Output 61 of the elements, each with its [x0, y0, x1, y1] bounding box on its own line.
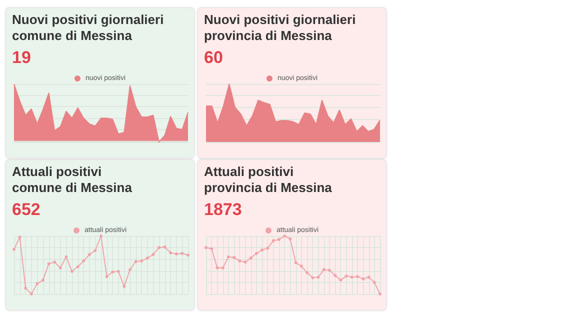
point [372, 280, 376, 284]
point [58, 266, 62, 270]
point [244, 260, 247, 264]
point [94, 249, 97, 252]
point [350, 276, 354, 279]
point [356, 275, 360, 278]
point [249, 256, 252, 260]
point [339, 278, 342, 282]
point [53, 260, 56, 264]
point [186, 254, 190, 257]
point [30, 292, 33, 296]
point [24, 286, 28, 290]
point [260, 248, 264, 252]
point [328, 268, 331, 272]
point [163, 246, 166, 249]
point [210, 247, 214, 250]
point [322, 268, 326, 272]
chart-subtitle: 1873 [204, 200, 242, 220]
point [238, 259, 242, 262]
point [300, 264, 303, 268]
point [221, 266, 224, 270]
point [362, 277, 365, 280]
chart-title: Nuovi positivi giornalieri provincia di Messina [204, 12, 356, 44]
chart-subtitle: 19 [12, 48, 31, 68]
point [64, 255, 68, 258]
point [180, 252, 184, 255]
point [12, 248, 16, 251]
point [204, 246, 208, 250]
point [88, 253, 91, 256]
point [42, 278, 44, 282]
chart-subtitle: 60 [204, 48, 223, 68]
point [18, 236, 22, 239]
point [122, 284, 126, 288]
point [272, 239, 275, 242]
point [344, 274, 348, 278]
point [36, 282, 39, 286]
point [378, 292, 382, 296]
point [255, 252, 258, 255]
point [288, 237, 292, 240]
chart-subtitle: 652 [12, 200, 40, 220]
chart-title: Nuovi positivi giornalieri comune di Messina [12, 12, 164, 44]
point [76, 265, 80, 268]
point [294, 261, 298, 264]
point [174, 252, 178, 256]
point [226, 255, 230, 258]
point [47, 262, 50, 266]
point [146, 256, 149, 260]
chart-title: Attuali positivi comune di Messina [12, 164, 132, 196]
point [140, 259, 144, 262]
point [152, 253, 155, 256]
point [134, 260, 138, 264]
point [128, 268, 132, 272]
point [216, 266, 219, 270]
point [82, 259, 86, 262]
chart-title: Attuali positivi provincia di Messina [204, 164, 332, 196]
point [367, 276, 370, 279]
point [334, 274, 337, 277]
point [116, 270, 120, 273]
point [169, 251, 172, 254]
point [158, 246, 160, 250]
point [105, 275, 108, 278]
